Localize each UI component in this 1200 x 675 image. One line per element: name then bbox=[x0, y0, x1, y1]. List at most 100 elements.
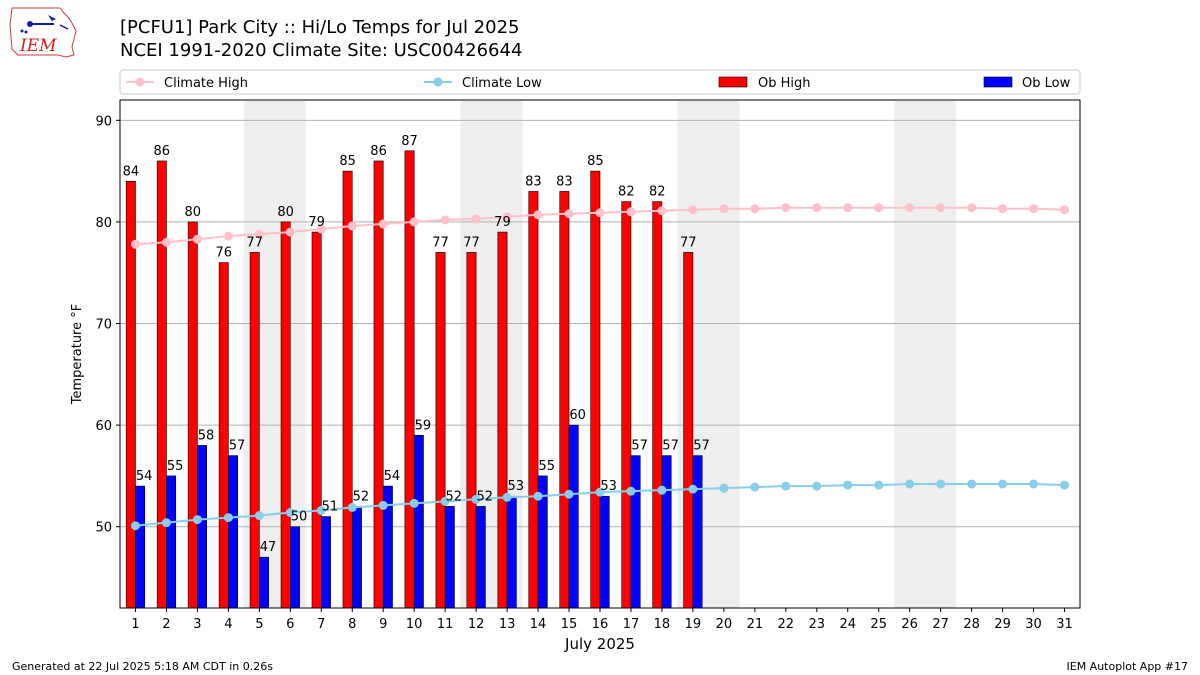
x-tick-label: 27 bbox=[932, 617, 949, 632]
ob-low-bar bbox=[259, 556, 269, 609]
ob-low-bar bbox=[413, 434, 424, 609]
y-tick-label: 50 bbox=[95, 521, 112, 536]
legend-ob-low-label: Ob Low bbox=[1022, 76, 1071, 91]
climate-low-point bbox=[750, 482, 760, 492]
iem-logo: IEM bbox=[9, 7, 77, 58]
climate-high-point bbox=[130, 239, 140, 249]
x-tick-label: 6 bbox=[286, 617, 294, 632]
ob-low-label: 51 bbox=[322, 500, 339, 515]
climate-low-point bbox=[409, 498, 419, 508]
ob-low-label: 57 bbox=[662, 439, 679, 454]
y-tick-label: 90 bbox=[95, 114, 112, 129]
ob-high-label: 87 bbox=[401, 134, 418, 149]
ob-high-label: 77 bbox=[463, 235, 480, 250]
legend-ob-high-swatch bbox=[718, 76, 748, 88]
ob-high-label: 80 bbox=[185, 205, 202, 220]
climate-low-point bbox=[998, 479, 1008, 489]
climate-low-point bbox=[781, 481, 791, 491]
ob-high-bar bbox=[156, 160, 167, 609]
x-tick-label: 11 bbox=[437, 617, 454, 632]
climate-high-point bbox=[843, 203, 853, 213]
climate-low-point bbox=[471, 494, 481, 504]
x-tick-label: 9 bbox=[379, 617, 387, 632]
ob-high-label: 84 bbox=[123, 164, 140, 179]
ob-low-bar bbox=[351, 506, 362, 609]
ob-high-bar bbox=[249, 252, 260, 609]
x-tick-label: 17 bbox=[623, 617, 640, 632]
climate-high-point bbox=[626, 207, 636, 217]
climate-low-point bbox=[657, 485, 667, 495]
climate-low-point bbox=[688, 484, 698, 494]
ob-high-bar bbox=[280, 221, 291, 609]
ob-high-bar bbox=[590, 170, 601, 609]
x-tick-label: 4 bbox=[224, 617, 232, 632]
legend-box bbox=[119, 69, 1081, 95]
ob-low-label: 52 bbox=[353, 489, 370, 504]
x-tick-label: 12 bbox=[468, 617, 485, 632]
x-tick-label: 22 bbox=[778, 617, 795, 632]
ob-low-bar bbox=[506, 495, 517, 609]
ob-high-label: 77 bbox=[680, 235, 697, 250]
climate-low-point bbox=[533, 491, 543, 501]
y-tick-label: 60 bbox=[95, 419, 112, 434]
climate-low-point bbox=[316, 505, 326, 515]
ob-low-label: 54 bbox=[384, 469, 401, 484]
ob-high-label: 85 bbox=[339, 154, 356, 169]
x-tick-label: 30 bbox=[1025, 617, 1042, 632]
ob-low-bar bbox=[228, 455, 238, 609]
climate-high-point bbox=[905, 203, 915, 213]
weekend-band bbox=[925, 100, 957, 608]
x-tick-label: 5 bbox=[255, 617, 263, 632]
climate-high-point bbox=[564, 209, 574, 219]
climate-low-point bbox=[564, 489, 574, 499]
ob-low-bar bbox=[475, 506, 486, 609]
legend-ob-low-swatch bbox=[983, 76, 1013, 88]
climate-high-point bbox=[781, 203, 791, 213]
climate-high-point bbox=[502, 212, 512, 222]
climate-low-point bbox=[192, 515, 202, 525]
ob-low-bar bbox=[166, 475, 177, 609]
climate-low-point bbox=[874, 480, 884, 490]
ob-high-bar bbox=[435, 252, 446, 609]
legend-climate-high-label: Climate High bbox=[164, 76, 248, 91]
climate-low-point bbox=[502, 492, 512, 502]
ob-low-bar bbox=[444, 506, 455, 609]
ob-low-label: 47 bbox=[260, 540, 277, 555]
climate-high-point bbox=[874, 203, 884, 213]
climate-low-point bbox=[378, 500, 388, 510]
x-tick-label: 26 bbox=[901, 617, 918, 632]
climate-high-point bbox=[254, 229, 264, 239]
climate-high-point bbox=[223, 231, 233, 241]
climate-low-point bbox=[967, 479, 977, 489]
x-tick-label: 10 bbox=[406, 617, 423, 632]
y-tick-label: 70 bbox=[95, 318, 112, 333]
climate-high-point bbox=[1060, 205, 1070, 215]
logo-text: IEM bbox=[19, 36, 57, 56]
climate-high-point bbox=[440, 215, 450, 225]
x-tick-label: 24 bbox=[839, 617, 856, 632]
ob-high-bar bbox=[559, 191, 570, 609]
chart-title: [PCFU1] Park City :: Hi/Lo Temps for Jul… bbox=[120, 17, 520, 38]
climate-high-point bbox=[936, 203, 946, 213]
y-tick-label: 80 bbox=[95, 216, 112, 231]
ob-high-label: 77 bbox=[432, 235, 449, 250]
climate-low-point bbox=[161, 518, 171, 528]
climate-low-point bbox=[1029, 479, 1039, 489]
ob-high-label: 79 bbox=[494, 215, 511, 230]
x-tick-label: 28 bbox=[963, 617, 980, 632]
x-tick-label: 7 bbox=[317, 617, 325, 632]
x-tick-label: 8 bbox=[348, 617, 356, 632]
legend-climate-low-label: Climate Low bbox=[462, 76, 542, 91]
climate-high-point bbox=[998, 204, 1008, 214]
climate-low-point bbox=[1060, 480, 1070, 490]
ob-high-bar bbox=[497, 231, 508, 609]
ob-high-label: 86 bbox=[154, 144, 171, 159]
climate-low-point bbox=[440, 496, 450, 506]
climate-high-point bbox=[688, 205, 698, 215]
ob-low-bar bbox=[135, 485, 146, 609]
climate-low-point bbox=[719, 483, 729, 493]
ob-low-label: 57 bbox=[229, 439, 246, 454]
ob-high-bar bbox=[311, 231, 322, 609]
ob-high-label: 82 bbox=[649, 185, 666, 200]
x-axis-label: July 2025 bbox=[564, 635, 635, 653]
